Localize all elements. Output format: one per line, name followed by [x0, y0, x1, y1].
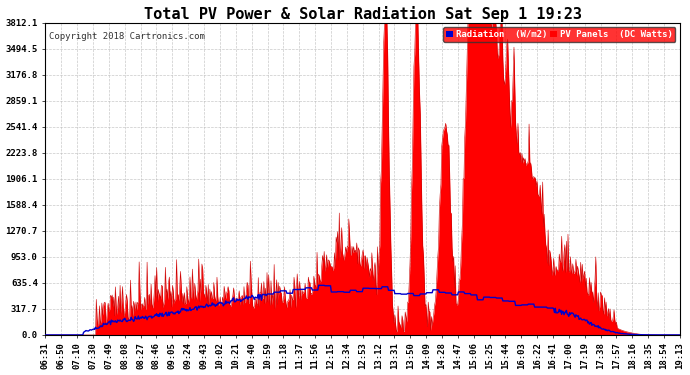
Title: Total PV Power & Solar Radiation Sat Sep 1 19:23: Total PV Power & Solar Radiation Sat Sep…	[144, 6, 582, 21]
Text: Copyright 2018 Cartronics.com: Copyright 2018 Cartronics.com	[48, 32, 204, 41]
Legend: Radiation  (W/m2), PV Panels  (DC Watts): Radiation (W/m2), PV Panels (DC Watts)	[443, 27, 676, 42]
